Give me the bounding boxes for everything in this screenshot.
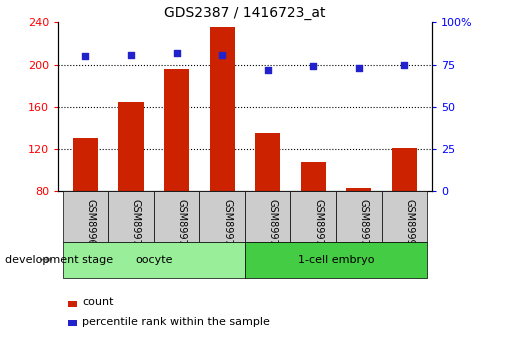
Bar [210, 27, 235, 191]
Bar [255, 134, 280, 191]
Point [81, 53, 89, 59]
Text: development stage: development stage [5, 255, 113, 265]
Bar [290, 191, 336, 242]
Text: GSM89970: GSM89970 [131, 199, 141, 252]
Text: GSM89975: GSM89975 [359, 199, 369, 252]
Text: GSM89971: GSM89971 [177, 199, 186, 252]
Text: oocyte: oocyte [135, 255, 173, 265]
Point [173, 50, 181, 56]
Bar [301, 162, 326, 191]
Text: count: count [82, 297, 114, 307]
Point [127, 52, 135, 57]
Bar [63, 241, 245, 278]
Bar [336, 191, 382, 242]
Text: 1-cell embryo: 1-cell embryo [298, 255, 374, 265]
Point [264, 67, 272, 72]
Bar [119, 102, 143, 191]
Point [400, 62, 409, 68]
Point [309, 63, 317, 69]
Bar [245, 241, 427, 278]
Text: GSM89973: GSM89973 [268, 199, 278, 252]
Text: GSM89969: GSM89969 [85, 199, 95, 252]
Bar [154, 191, 199, 242]
Bar [392, 148, 417, 191]
Text: GSM89974: GSM89974 [313, 199, 323, 252]
Bar [199, 191, 245, 242]
Point [355, 65, 363, 71]
Bar [382, 191, 427, 242]
Bar [108, 191, 154, 242]
Point [218, 52, 226, 57]
Text: percentile rank within the sample: percentile rank within the sample [82, 317, 270, 326]
Bar [63, 191, 108, 242]
Bar [73, 138, 98, 191]
Bar [245, 191, 290, 242]
Bar [164, 69, 189, 191]
Text: GSM89999: GSM89999 [405, 199, 415, 252]
Bar [346, 188, 371, 191]
Title: GDS2387 / 1416723_at: GDS2387 / 1416723_at [164, 6, 326, 20]
Text: GSM89972: GSM89972 [222, 199, 232, 252]
